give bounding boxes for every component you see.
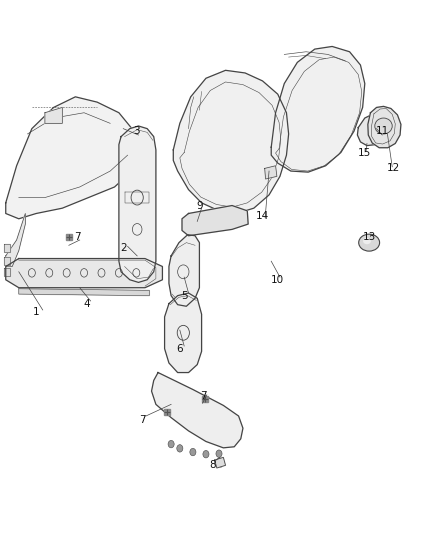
Text: 7: 7: [74, 232, 81, 243]
Text: 6: 6: [177, 344, 183, 354]
Polygon shape: [45, 108, 62, 123]
Circle shape: [216, 450, 222, 457]
Circle shape: [177, 445, 183, 452]
Polygon shape: [6, 214, 25, 266]
Text: 13: 13: [363, 232, 376, 243]
Text: 2: 2: [120, 243, 127, 253]
Polygon shape: [165, 293, 201, 373]
Polygon shape: [357, 115, 385, 146]
Polygon shape: [265, 166, 277, 179]
Circle shape: [190, 448, 196, 456]
Polygon shape: [4, 244, 10, 252]
Polygon shape: [173, 70, 289, 214]
Ellipse shape: [363, 238, 371, 244]
Circle shape: [203, 450, 209, 458]
Text: 5: 5: [181, 290, 187, 301]
Text: 7: 7: [201, 391, 207, 401]
Text: 15: 15: [358, 148, 371, 158]
Text: 7: 7: [140, 415, 146, 425]
Ellipse shape: [375, 118, 392, 134]
Text: 4: 4: [83, 298, 89, 309]
Polygon shape: [4, 257, 10, 265]
Polygon shape: [4, 268, 10, 276]
Circle shape: [168, 440, 174, 448]
Polygon shape: [271, 46, 365, 172]
Polygon shape: [182, 206, 248, 236]
Text: 11: 11: [375, 126, 389, 136]
Polygon shape: [6, 97, 141, 219]
Text: 3: 3: [133, 126, 140, 136]
Text: 8: 8: [209, 461, 216, 470]
Text: 14: 14: [256, 211, 269, 221]
Text: 9: 9: [196, 200, 203, 211]
Polygon shape: [152, 373, 243, 448]
Polygon shape: [169, 235, 199, 306]
Polygon shape: [215, 457, 226, 468]
Text: 10: 10: [271, 274, 284, 285]
Polygon shape: [6, 259, 162, 288]
Polygon shape: [119, 126, 156, 282]
Ellipse shape: [359, 234, 380, 251]
Text: 1: 1: [33, 306, 39, 317]
Circle shape: [216, 458, 224, 467]
Polygon shape: [368, 107, 401, 148]
Polygon shape: [19, 289, 149, 296]
Text: 12: 12: [386, 164, 400, 173]
